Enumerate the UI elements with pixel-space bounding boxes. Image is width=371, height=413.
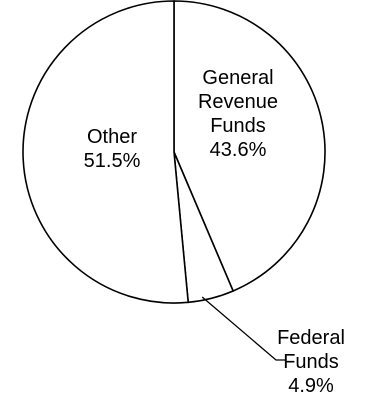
pie-label-general-revenue-funds: General Revenue Funds 43.6% xyxy=(198,67,278,161)
pie-label-other: Other 51.5% xyxy=(84,126,141,172)
pie-label-federal-funds: Federal Funds 4.9% xyxy=(277,327,345,397)
pie-slice-other xyxy=(22,0,190,304)
leader-line-federal-funds xyxy=(201,296,286,361)
pie-labels: General Revenue Funds 43.6% Federal Funds 4.9%… xyxy=(84,67,345,397)
leader-lines xyxy=(201,296,286,361)
pie-slices xyxy=(22,0,326,304)
pie-slice-general-revenue-funds xyxy=(173,0,326,293)
